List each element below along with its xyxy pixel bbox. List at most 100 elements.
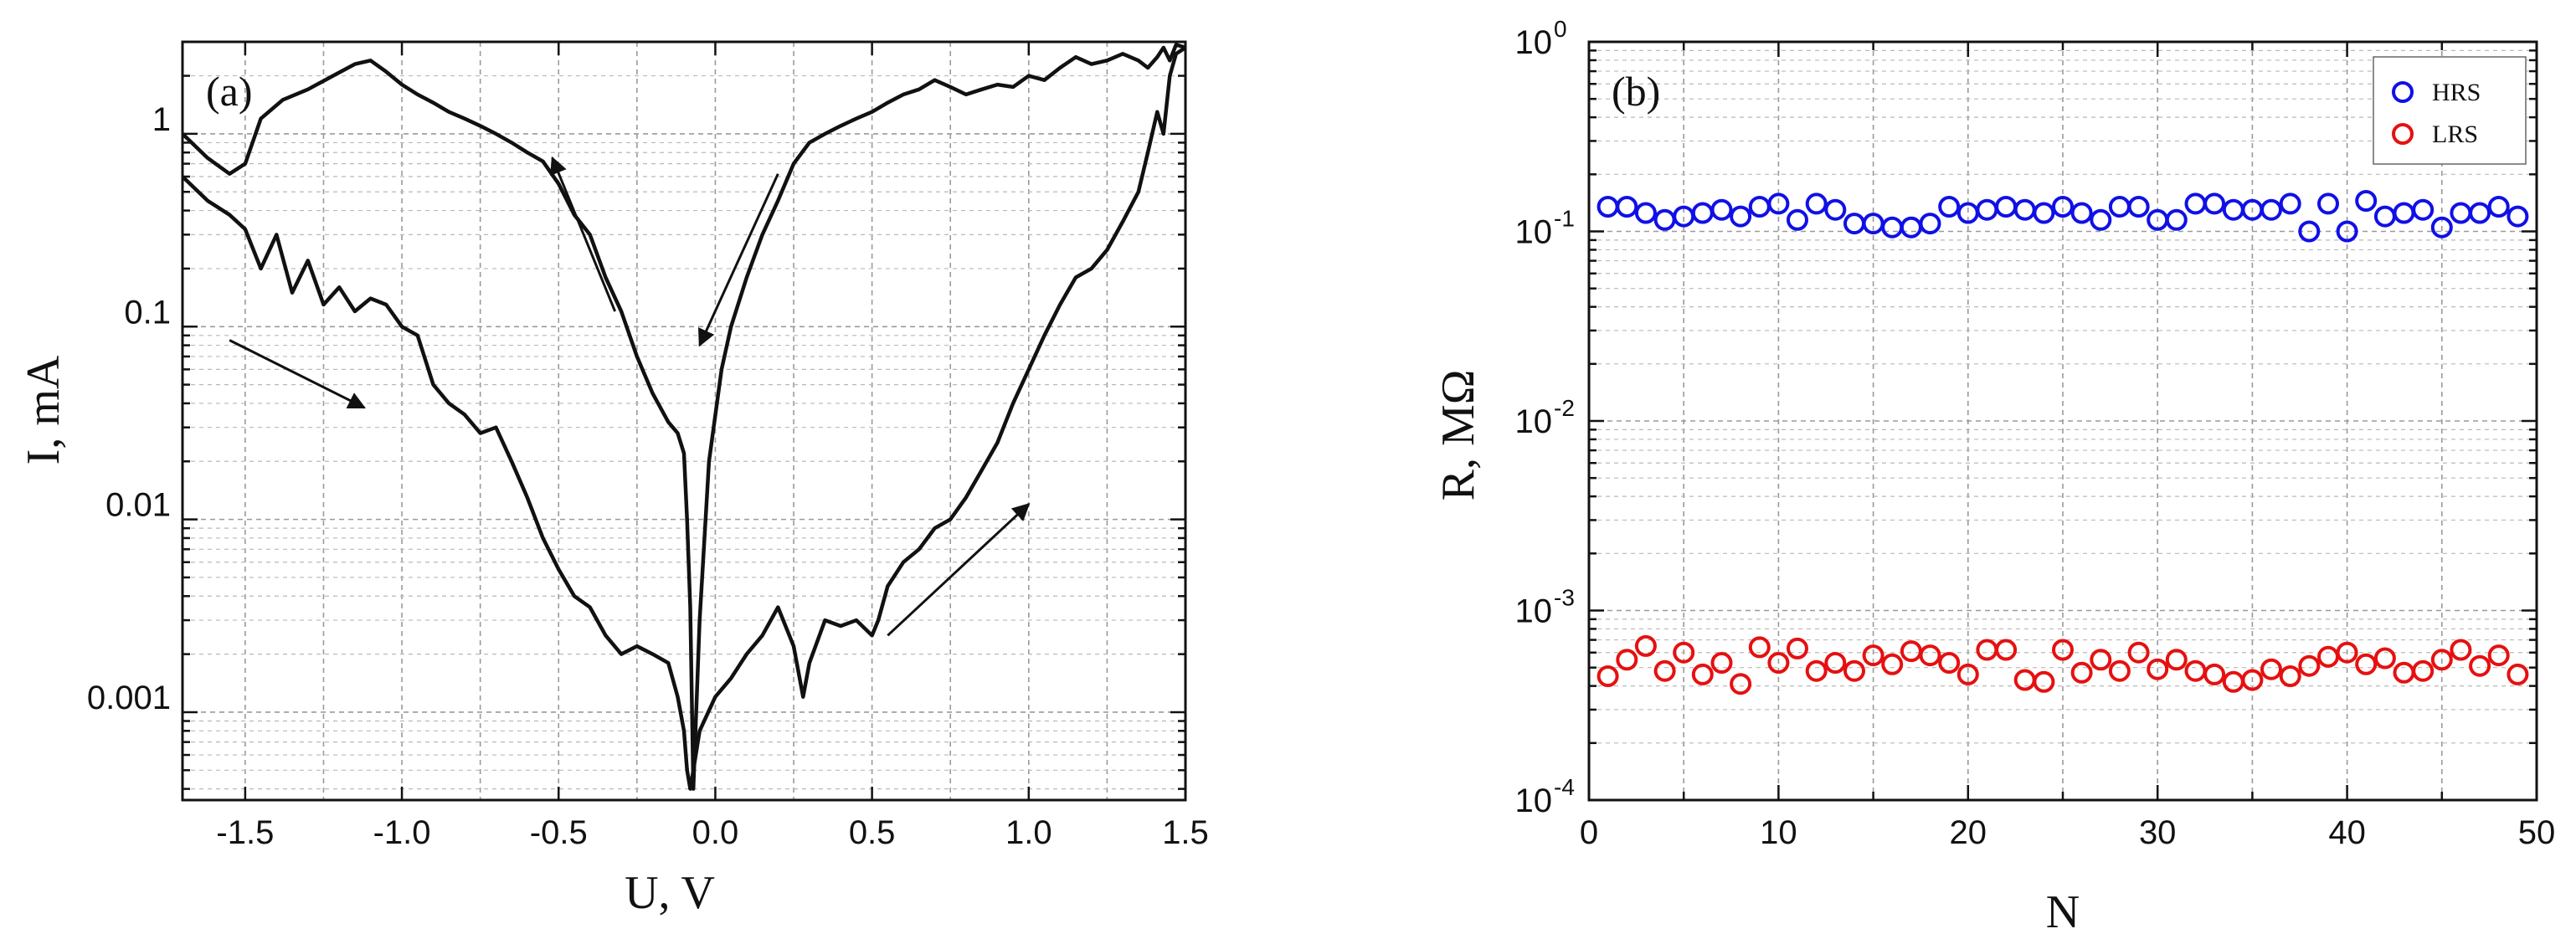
lrs-point (2033, 670, 2055, 693)
lrs-point (2507, 663, 2529, 685)
hrs-point (2260, 198, 2282, 221)
hrs-point (2507, 205, 2529, 228)
x-tick-label: 1.5 (1162, 814, 1209, 851)
hrs-point (2487, 196, 2510, 218)
panel-a-series (183, 43, 1185, 791)
lrs-point (1597, 665, 1619, 687)
hrs-point (2298, 220, 2321, 243)
panel-b-x-tick-labels: 0 10 20 30 40 50 (1580, 814, 2555, 851)
lrs-point (2412, 659, 2435, 682)
lrs-point (1956, 663, 1979, 685)
legend-lrs-label: LRS (2432, 121, 2478, 148)
lrs-point (2355, 653, 2378, 675)
hrs-point (2430, 216, 2453, 239)
lrs-point (2430, 649, 2453, 671)
lrs-point (1634, 634, 1657, 657)
hrs-point (1900, 216, 1922, 239)
lrs-point (2070, 661, 2093, 684)
lrs-point (1787, 637, 1808, 659)
y-tick-label: 10 (1515, 782, 1553, 819)
lrs-point (1881, 653, 1904, 675)
lrs-point (2469, 654, 2491, 677)
lrs-point (2487, 644, 2510, 667)
hrs-point (1710, 198, 1733, 221)
panel-a-ticks (183, 40, 1187, 800)
hrs-point (1843, 213, 1865, 235)
y-tick-label: 10 (1515, 24, 1553, 61)
x-tick-label: 40 (2328, 814, 2366, 851)
direction-arrow (698, 173, 779, 347)
series-line-lower (183, 46, 1185, 791)
hrs-point (2469, 202, 2491, 224)
hrs-point (1748, 196, 1771, 218)
lrs-point (2147, 658, 2169, 680)
panel-b-ticks (1587, 40, 2538, 802)
y-tick-label: 0.001 (87, 680, 171, 716)
panel-a-y-tick-labels: 0.001 0.01 0.1 1 (87, 101, 171, 716)
panel-a-label: (a) (206, 68, 253, 115)
lrs-point (1710, 652, 1733, 674)
hrs-point (1787, 208, 1808, 231)
hrs-point (1881, 216, 1904, 239)
lrs-point (1824, 652, 1847, 674)
hrs-point (2373, 205, 2396, 228)
x-tick-label: 0 (1580, 814, 1598, 851)
hrs-point (1653, 208, 1676, 231)
hrs-point (2013, 198, 2036, 221)
hrs-point (2222, 198, 2244, 221)
panel-a-x-tick-labels: -1.5 -1.0 -0.5 0.0 0.5 1.0 1.5 (216, 814, 1208, 851)
lrs-point (1767, 652, 1790, 674)
hrs-point (2184, 192, 2207, 215)
lrs-point (1843, 659, 1865, 682)
hrs-point (2033, 202, 2055, 224)
legend-box (2373, 56, 2527, 165)
lrs-point (1691, 663, 1714, 685)
panel-a-frame (181, 40, 1187, 802)
lrs-point (1616, 649, 1638, 671)
lrs-point (2108, 659, 2131, 682)
y-tick-label: 0.01 (105, 487, 171, 524)
hrs-point (2336, 220, 2358, 243)
legend-hrs-label: HRS (2432, 79, 2481, 106)
lrs-point (2090, 649, 2112, 671)
lrs-point (2279, 665, 2301, 687)
hrs-point (2165, 208, 2188, 231)
lrs-point (1976, 639, 1998, 661)
panel-b-legend: HRS LRS (2373, 56, 2527, 165)
x-tick-label: 10 (1760, 814, 1797, 851)
lrs-point (2222, 670, 2244, 693)
x-tick-label: 0.0 (692, 814, 739, 851)
panel-a-grid (183, 41, 1186, 800)
hrs-point (1976, 198, 1998, 221)
y-tick-exponent: -4 (1554, 774, 1575, 800)
series-line-upper (183, 43, 1185, 791)
hrs-point (1730, 205, 1752, 228)
y-tick-exponent: -2 (1554, 395, 1575, 421)
lrs-point (2336, 641, 2358, 664)
y-tick-label: 0.1 (124, 294, 171, 331)
y-tick-label: 10 (1515, 214, 1553, 251)
x-tick-label: 50 (2518, 814, 2556, 851)
lrs-point (1805, 659, 1828, 682)
panel-a-x-axis-title: U, V (625, 867, 715, 919)
lrs-point (2373, 647, 2396, 670)
hrs-point (2412, 198, 2435, 221)
panel-b-series (1597, 190, 2529, 695)
lrs-point (2184, 659, 2207, 682)
hrs-point (1616, 196, 1638, 218)
y-tick-label: 1 (152, 101, 171, 138)
hrs-point (2070, 202, 2093, 224)
legend-hrs-marker (2392, 81, 2414, 103)
lrs-point (1919, 644, 1941, 667)
hrs-point (2450, 202, 2472, 224)
y-tick-label: 10 (1515, 403, 1553, 440)
lrs-point (1653, 659, 1676, 682)
x-tick-label: 30 (2139, 814, 2177, 851)
hrs-point (2052, 196, 2074, 218)
hrs-point (1634, 202, 1657, 224)
lrs-point (2260, 658, 2282, 680)
lrs-point (2127, 641, 2150, 664)
lrs-point (1938, 652, 1961, 674)
